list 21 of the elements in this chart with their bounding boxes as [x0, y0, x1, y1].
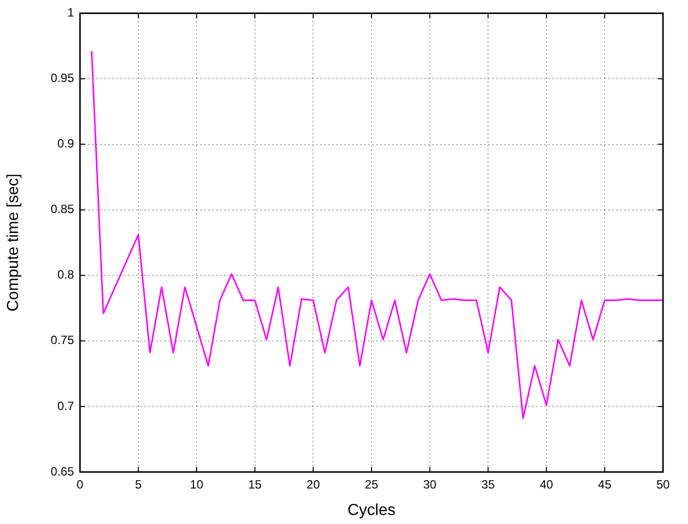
- x-tick-label: 10: [190, 478, 204, 492]
- y-tick-label: 0.95: [50, 71, 74, 86]
- x-tick-label: 45: [598, 478, 612, 492]
- x-tick-label: 0: [76, 478, 84, 492]
- x-tick-label: 25: [364, 478, 378, 492]
- x-tick-label: 40: [540, 478, 554, 492]
- y-tick-label: 0.85: [50, 202, 74, 216]
- x-tick-label: 15: [248, 478, 262, 492]
- x-tick-label: 30: [423, 478, 437, 492]
- y-tick-label: 0.7: [57, 398, 74, 413]
- x-tick-label: 50: [656, 478, 670, 492]
- y-axis-title: Compute time [sec]: [5, 174, 22, 312]
- y-tick-label: 0.65: [50, 464, 74, 478]
- x-tick-label: 5: [134, 478, 142, 492]
- y-tick-label: 0.75: [50, 333, 74, 348]
- x-tick-label: 35: [481, 478, 496, 492]
- y-tick-label: 0.8: [57, 268, 74, 282]
- y-tick-label: 1: [67, 6, 74, 20]
- y-tick-label: 0.9: [57, 136, 74, 151]
- x-tick-label: 20: [306, 478, 320, 492]
- x-axis-title: Cycles: [347, 502, 396, 519]
